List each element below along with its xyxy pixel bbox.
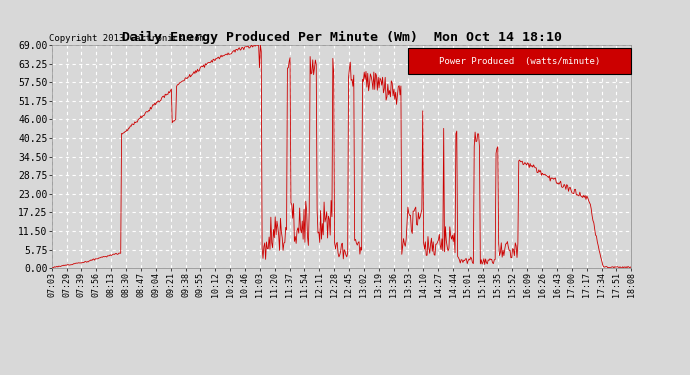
Text: Power Produced  (watts/minute): Power Produced (watts/minute) — [440, 57, 601, 66]
Bar — [408, 48, 631, 74]
Title: Daily Energy Produced Per Minute (Wm)  Mon Oct 14 18:10: Daily Energy Produced Per Minute (Wm) Mo… — [121, 31, 562, 44]
Text: Copyright 2013 Cartronics.com: Copyright 2013 Cartronics.com — [49, 34, 205, 43]
